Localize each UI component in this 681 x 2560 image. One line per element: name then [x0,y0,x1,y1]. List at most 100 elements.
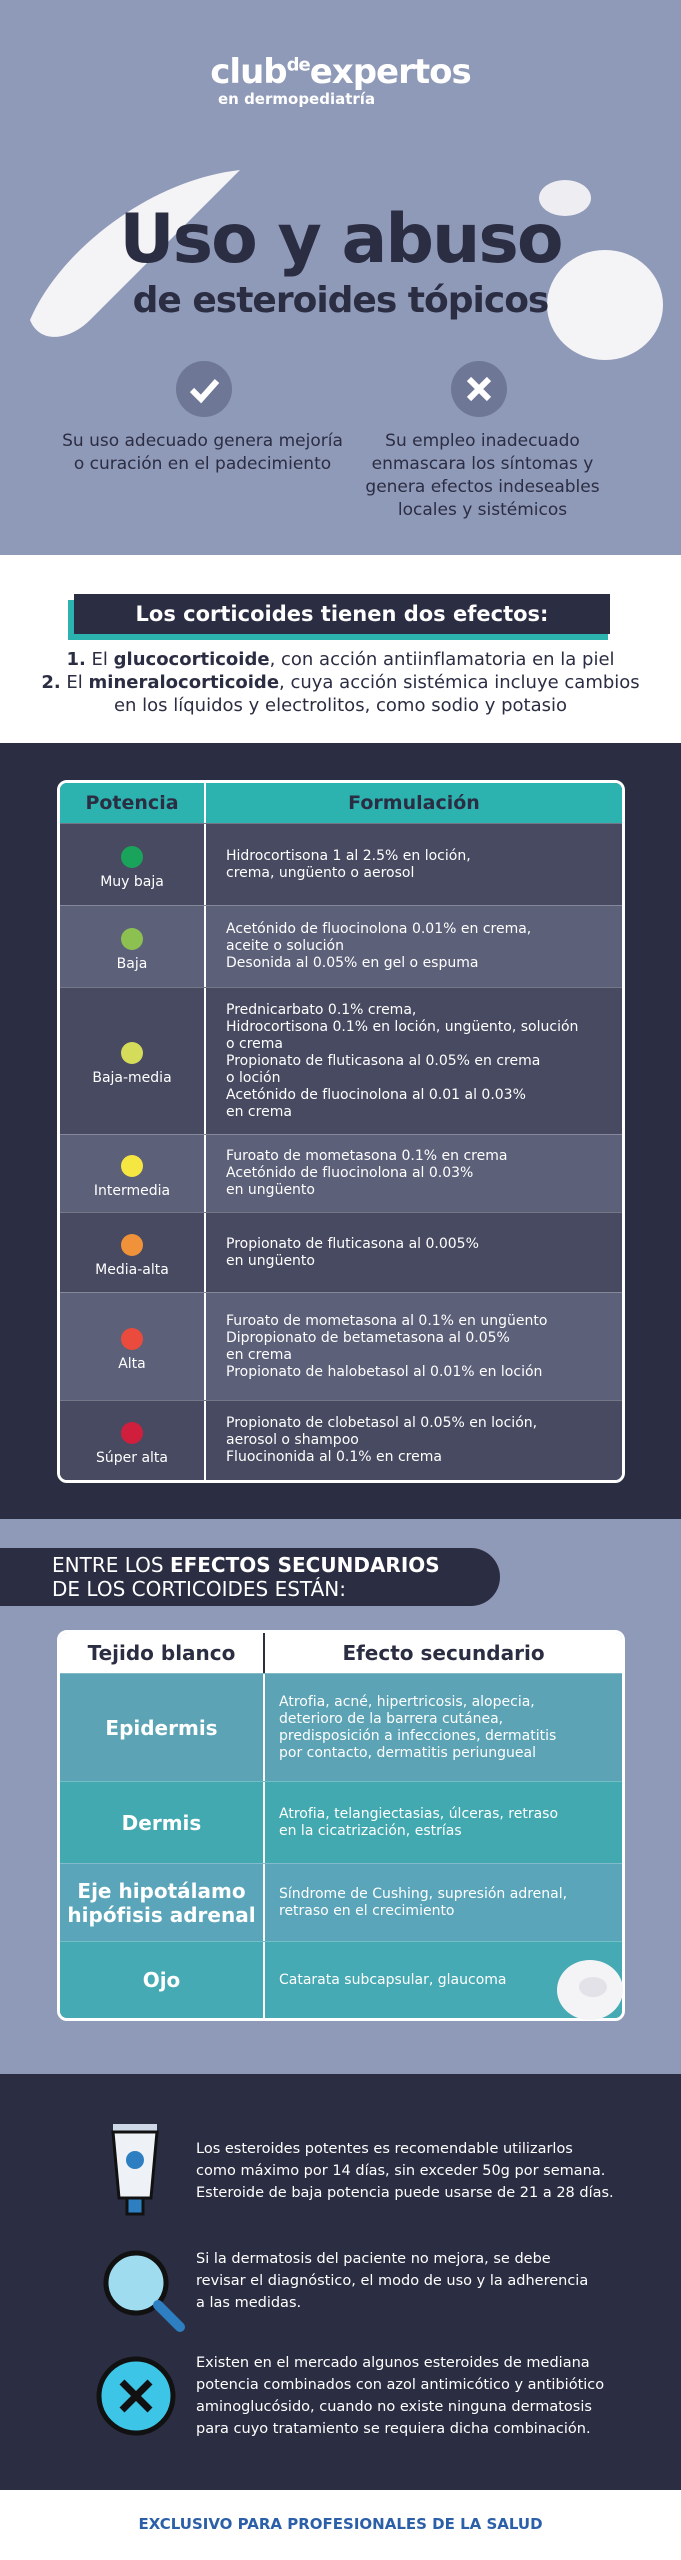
cream-decor [557,1960,623,2020]
formulation-line: en crema [226,1103,292,1120]
effect-number: 2. [41,672,61,693]
formulation-line: Acetónido de fluocinolona 0.01% en crema… [226,921,532,937]
bad-text: Su empleo inadecuado enmascara los sínto… [365,431,600,520]
potency-cell: Súper alta [60,1401,206,1480]
potency-dot [121,1154,143,1177]
potency-table: Potencia Formulación Muy baja Hidrocortison… [57,780,625,1483]
table-header: Potencia Formulación [60,783,622,823]
formulation-cell: Prednicarbato 0.1% crema, Hidrocortisona … [206,988,622,1134]
potency-label: Intermedia [93,1182,171,1199]
potency-cell: Alta [60,1293,206,1400]
potency-dot [121,927,143,950]
tip: Los esteroides potentes es recomendable … [196,2138,656,2204]
effect-cell: Síndrome de Cushing, supresión adrenal, r… [265,1864,622,1941]
potency-dot [121,1233,143,1256]
tip: Si la dermatosis del paciente no mejora,… [196,2248,656,2314]
formulation-line: crema, ungüento o aerosol [226,864,415,881]
tip-line: como máximo por 14 días, sin exceder 50g… [196,2163,606,2179]
effect-item: 2. El mineralocorticoide, cuya acción si… [41,671,641,717]
effect-cell: Atrofia, acné, hipertricosis, alopecia, d… [265,1674,622,1781]
table-row: Dermis Atrofia, telangiectasias, úlceras,… [60,1781,622,1863]
effect-line: Atrofia, acné, hipertricosis, alopecia, [279,1693,535,1710]
potency-label: Media-alta [95,1261,169,1278]
effect-term: glucocorticoide [113,649,270,670]
formulation-line: Fluocinonida al 0.1% en crema [226,1449,442,1465]
effects-heading: Los corticoides tienen dos efectos: [74,594,610,634]
tissue-cell: Ojo [60,1942,265,2018]
formulation-cell: Furoato de mometasona 0.1% en crema Acetó… [206,1135,622,1212]
formulation-line: o loción [226,1069,281,1086]
effect-number: 1. [66,649,86,670]
effect-term: mineralocorticoide [88,672,280,693]
table-row: Media-alta Propionato de fluticasona al 0… [60,1212,622,1292]
effect-line: por contacto, dermatitis periungueal [279,1744,536,1761]
tube-icon [111,2124,159,2216]
good-text: Su uso adecuado genera mejoría o curació… [62,431,343,474]
formulation-line: Propionato de halobetasol al 0.01% en lo… [226,1363,543,1380]
potency-dot [121,1421,143,1444]
header-cell: Formulación [348,792,480,814]
tissue-cell: Dermis [60,1782,265,1863]
table-row: Alta Furoato de mometasona al 0.1% en ung… [60,1292,622,1400]
side-heading: ENTRE LOS EFECTOS SECUNDARIOS DE LOS CORT… [0,1548,500,1606]
check-icon [176,361,232,417]
potency-cell: Intermedia [60,1135,206,1212]
header-cell: Potencia [60,783,206,823]
potency-dot [121,845,143,868]
subtitle: de esteroides tópicos [132,280,550,321]
formulation-line: Prednicarbato 0.1% crema, [226,1001,417,1018]
formulation-line: o crema [226,1035,283,1052]
formulation-cell: Propionato de clobetasol al 0.05% en loc… [206,1401,622,1480]
tip-line: Los esteroides potentes es recomendable … [196,2141,573,2157]
potency-cell: Baja-media [60,988,206,1134]
effect-line: predisposición a infecciones, dermatitis [279,1727,557,1744]
tip-line: revisar el diagnóstico, el modo de uso y… [196,2273,589,2289]
effect-text: El [91,649,108,670]
potency-label: Baja [116,955,148,972]
effect-text: , cuya acción sistémica incluye cambios … [113,672,640,716]
formulation-line: Desonida al 0.05% en gel o espuma [226,955,479,971]
effect-cell: Catarata subcapsular, glaucoma [265,1942,622,2018]
side-table: Tejido blanco Efecto secundario Epidermis A… [57,1630,625,2021]
cross-icon [96,2356,176,2436]
cream-decor [30,170,663,360]
tip-line: Existen en el mercado algunos esteroides… [196,2355,590,2371]
header-section: clubdeexpertos en dermopediatría Uso y a… [0,0,681,555]
formulation-line: Propionato de fluticasona al 0.05% en cr… [226,1052,541,1069]
tissue-line: Epidermis [105,1715,218,1740]
header-cell: Tejido blanco [60,1633,265,1673]
tissue-line: Dermis [121,1810,202,1835]
effect-line: en la cicatrización, estrías [279,1822,462,1839]
formulation-cell: Furoato de mometasona al 0.1% en ungüent… [206,1293,622,1400]
formulation-line: Acetónido de fluocinolona al 0.01 al 0.0… [226,1086,526,1103]
potency-dot [121,1042,143,1064]
potency-label: Súper alta [95,1449,168,1466]
tissue-cell: Eje hipotálamo hipófisis adrenal [60,1864,265,1941]
formulation-line: Propionato de clobetasol al 0.05% en loc… [226,1415,538,1431]
formulation-line: en crema [226,1346,292,1363]
formulation-line: Dipropionato de betametasona al 0.05% [226,1329,510,1346]
tip-line: Si la dermatosis del paciente no mejora,… [196,2251,551,2267]
table-row: Epidermis Atrofia, acné, hipertricosis, a… [60,1673,622,1781]
tissue-line: Ojo [142,1968,181,1992]
formulation-line: Acetónido de fluocinolona al 0.03% [226,1165,474,1181]
table-row: Intermedia Furoato de mometasona 0.1% en … [60,1134,622,1212]
effect-item: 1. El glucocorticoide, con acción antiin… [0,648,681,671]
formulation-line: aerosol o shampoo [226,1432,359,1448]
brand: clubdeexpertos [210,52,471,92]
tip-line: para cuyo tratamiento se requiera dicha … [196,2421,591,2437]
formulation-line: Hidrocortisona 1 al 2.5% en loción, [226,847,471,864]
formulation-cell: Acetónido de fluocinolona 0.01% en crema… [206,906,622,987]
tissue-line: Eje hipotálamo [77,1878,246,1903]
effect-line: deterioro de la barrera cutánea, [279,1710,504,1727]
table-row: Ojo Catarata subcapsular, glaucoma [60,1941,622,2018]
formulation-line: Hidrocortisona 0.1% en loción, ungüento,… [226,1018,579,1035]
formulation-line: aceite o solución [226,938,344,954]
table-row: Eje hipotálamo hipófisis adrenal Síndrome … [60,1863,622,1941]
header-cell: Efecto secundario [342,1641,545,1665]
potency-label: Muy baja [100,873,164,890]
tip-line: potencia combinados con azol antimicótic… [196,2377,605,2393]
title: Uso y abuso [119,200,563,279]
potency-dot [121,1327,143,1350]
effect-line: Síndrome de Cushing, supresión adrenal, [279,1885,568,1902]
